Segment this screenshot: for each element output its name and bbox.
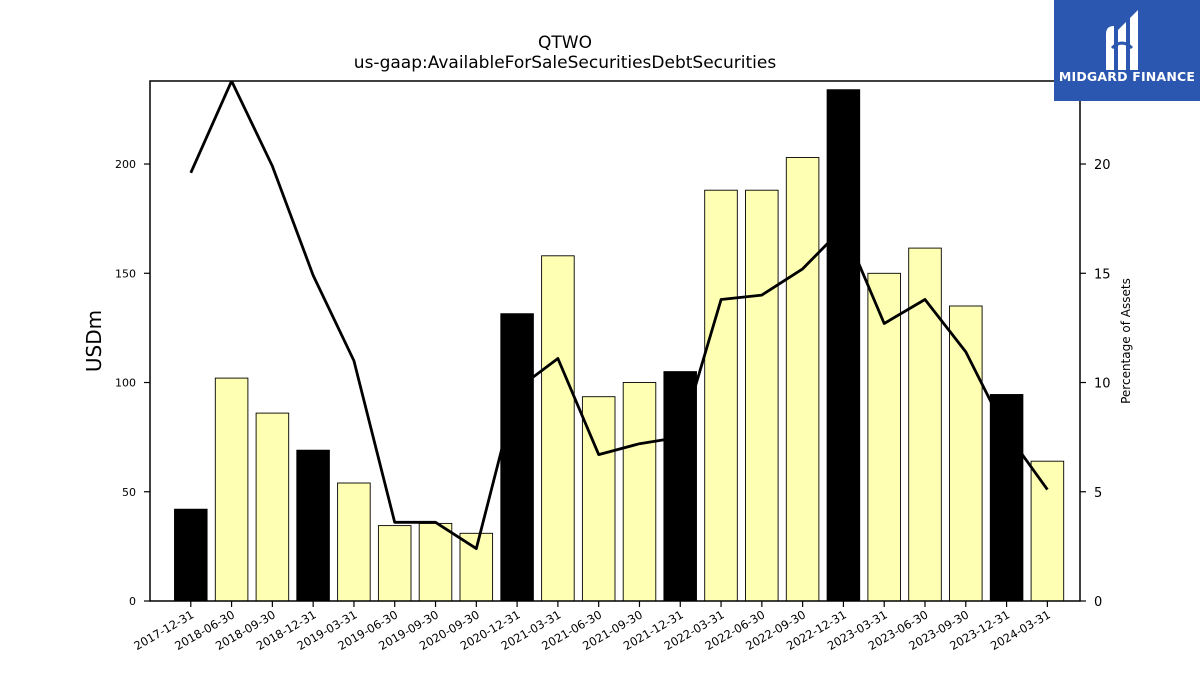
bar-2022-09-30 xyxy=(785,157,820,602)
bar-2019-06-30 xyxy=(377,525,412,602)
bar-2022-03-31 xyxy=(704,189,738,602)
y-tick-label: 150 xyxy=(115,267,136,280)
percentage-line xyxy=(189,81,1049,550)
bar-2023-12-31 xyxy=(989,394,1024,602)
bar-2019-09-30 xyxy=(418,522,453,602)
y-tick-label: 50 xyxy=(122,486,136,499)
chart-subtitle: us-gaap:AvailableForSaleSecuritiesDebtSe… xyxy=(353,53,777,73)
y2-tick-label: 20 xyxy=(1094,158,1111,173)
line-layer xyxy=(189,81,1049,550)
brand-logo-text: MIDGARD FINANCE xyxy=(1058,69,1196,84)
midgard-logo-icon xyxy=(1106,10,1138,70)
brand-logo: MIDGARD FINANCE xyxy=(1054,0,1200,101)
y-tick-label: 200 xyxy=(115,158,136,171)
bar-2018-09-30 xyxy=(255,412,290,602)
bar-2018-12-31 xyxy=(296,449,330,602)
bar-2019-03-31 xyxy=(337,482,371,602)
bar-2021-03-31 xyxy=(541,255,575,602)
y2-axis-label: Percentage of Assets xyxy=(1119,278,1133,404)
bar-2022-06-30 xyxy=(745,189,779,602)
y-tick-label: 0 xyxy=(129,595,136,608)
plot-frame xyxy=(149,80,1081,602)
y-tick-label: 100 xyxy=(115,377,136,390)
chart-title: QTWO xyxy=(538,33,592,53)
bar-2018-06-30 xyxy=(214,377,249,602)
bar-2023-09-30 xyxy=(949,305,983,602)
y-axis-label: USDm xyxy=(82,310,106,372)
bar-2017-12-31 xyxy=(174,508,208,602)
y2-tick-label: 0 xyxy=(1094,595,1102,610)
bar-2021-12-31 xyxy=(663,371,697,602)
y2-tick-label: 10 xyxy=(1094,377,1111,392)
y2-tick-label: 5 xyxy=(1094,486,1102,501)
bar-2022-12-31 xyxy=(826,89,861,602)
y2-tick-label: 15 xyxy=(1094,267,1111,282)
bars-layer xyxy=(174,89,1065,602)
bar-2020-12-31 xyxy=(500,313,534,602)
bar-2021-09-30 xyxy=(622,382,657,602)
bar-2023-03-31 xyxy=(867,272,901,602)
bar-2024-03-31 xyxy=(1030,460,1065,602)
